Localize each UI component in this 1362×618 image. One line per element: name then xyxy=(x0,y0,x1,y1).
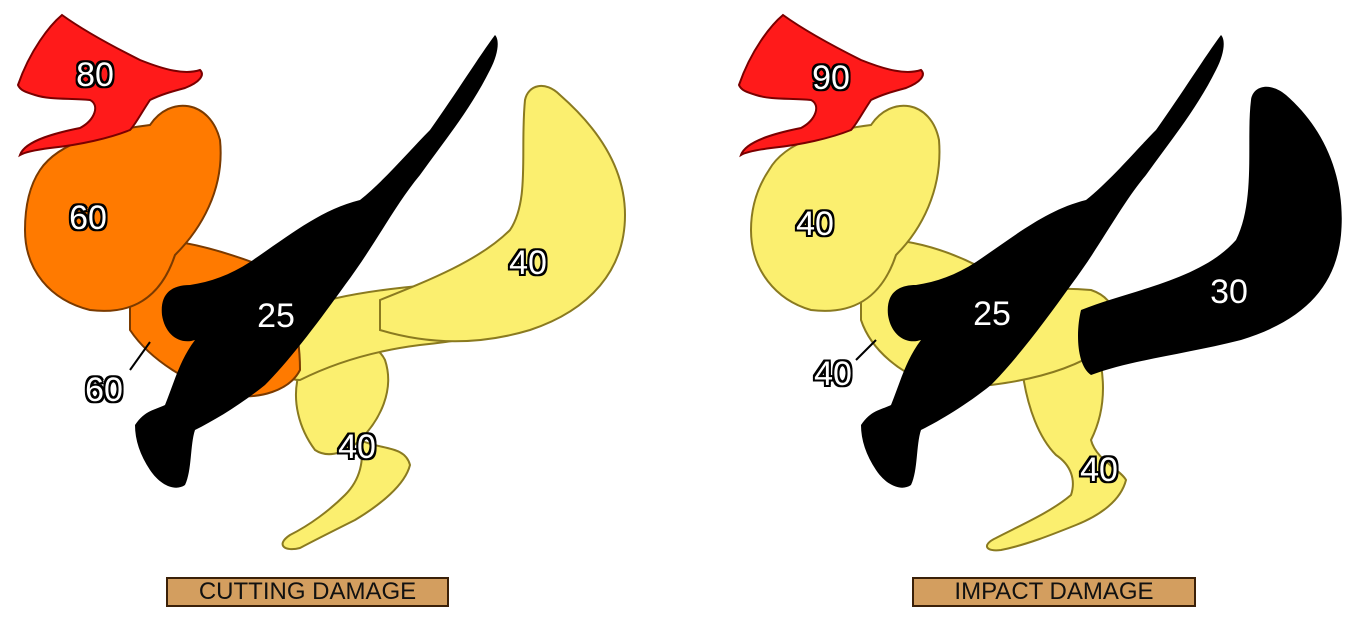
tail-region xyxy=(1078,86,1342,376)
jaw-damage-value: 80 xyxy=(76,56,114,94)
tail-region xyxy=(379,85,627,343)
dinosaur-diagram-impact xyxy=(737,13,1342,552)
jaw-region xyxy=(16,13,203,158)
neck-damage-value: 40 xyxy=(814,355,852,393)
legs-damage-value: 40 xyxy=(338,428,376,466)
arm-region xyxy=(135,35,498,488)
arm-damage-value: 25 xyxy=(973,295,1011,333)
head-region xyxy=(749,104,941,312)
arm-region xyxy=(861,35,1224,488)
leg-region xyxy=(986,342,1128,552)
jaw-region xyxy=(737,13,924,158)
impact-damage-caption: IMPACT DAMAGE xyxy=(912,577,1196,607)
dinosaur-diagram-cutting xyxy=(16,13,627,551)
head-region xyxy=(23,104,222,312)
jaw-damage-value: 90 xyxy=(812,59,850,97)
cutting-damage-panel: 80 60 60 25 40 40 CUTTING DAMAGE xyxy=(16,13,627,607)
tail-damage-value: 40 xyxy=(509,244,547,282)
arm-damage-value: 25 xyxy=(257,297,295,335)
impact-damage-panel: 90 40 40 25 30 40 IMPACT DAMAGE xyxy=(681,0,1362,618)
cutting-damage-caption: CUTTING DAMAGE xyxy=(166,577,449,607)
neck-damage-value: 60 xyxy=(85,371,123,409)
neck-pointer-line xyxy=(129,341,151,371)
head-damage-value: 60 xyxy=(69,199,107,237)
head-damage-value: 40 xyxy=(796,205,834,243)
neck-pointer-line xyxy=(855,339,877,361)
legs-damage-value: 40 xyxy=(1080,451,1118,489)
tail-damage-value: 30 xyxy=(1210,273,1248,311)
